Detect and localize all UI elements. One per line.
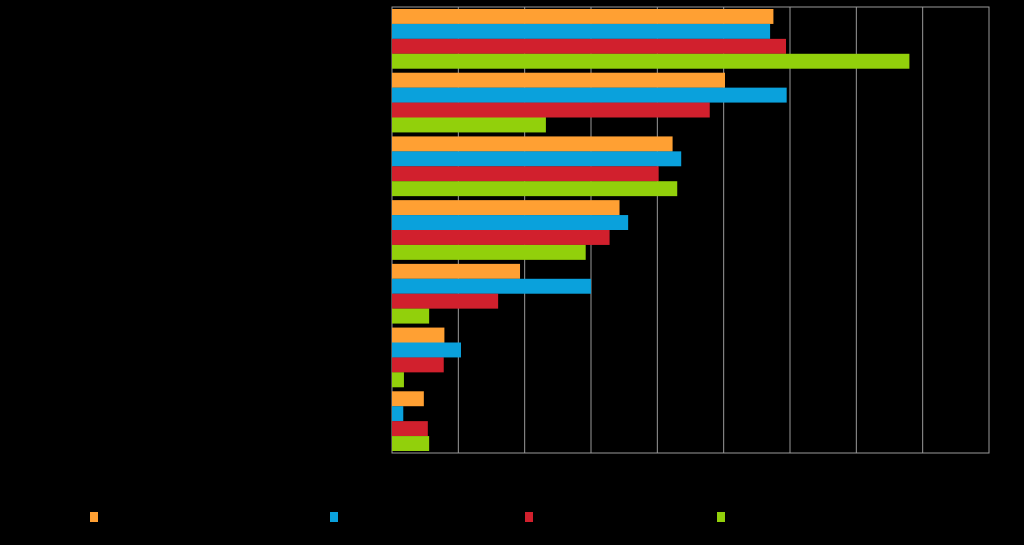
- bar-group-6-series-3: [392, 357, 444, 373]
- legend-swatch-green: [717, 512, 725, 522]
- bar-group-5-series-2: [392, 278, 591, 294]
- legend-item-series-1: [90, 512, 98, 522]
- bar-group-3-series-4: [392, 181, 678, 197]
- bar-group-5-series-1: [392, 263, 521, 279]
- bar-group-6-series-4: [392, 372, 404, 388]
- bar-group-5-series-3: [392, 293, 499, 309]
- bar-group-7-series-1: [392, 391, 424, 407]
- bar-group-1-series-3: [392, 38, 787, 54]
- bar-group-6-series-2: [392, 342, 461, 358]
- bar-group-4-series-4: [392, 244, 586, 260]
- bar-group-3-series-3: [392, 166, 659, 182]
- legend-item-series-2: [330, 512, 338, 522]
- bar-group-2-series-4: [392, 117, 546, 133]
- bar-group-2-series-1: [392, 72, 725, 88]
- bar-group-3-series-1: [392, 136, 673, 152]
- bar-group-2-series-2: [392, 87, 787, 103]
- bar-group-1-series-4: [392, 53, 910, 69]
- bar-group-5-series-4: [392, 308, 430, 324]
- bar-group-6-series-1: [392, 327, 445, 343]
- bar-group-7-series-4: [392, 436, 430, 451]
- legend-item-series-3: [525, 512, 533, 522]
- legend-swatch-red: [525, 512, 533, 522]
- bar-group-1-series-2: [392, 23, 771, 39]
- legend: [0, 512, 1024, 532]
- legend-swatch-blue: [330, 512, 338, 522]
- bar-group-7-series-3: [392, 421, 428, 437]
- legend-swatch-orange: [90, 512, 98, 522]
- bar-group-4-series-1: [392, 200, 620, 216]
- bar-group-2-series-3: [392, 102, 710, 118]
- bar-group-1-series-1: [392, 9, 774, 24]
- bar-group-4-series-2: [392, 215, 629, 230]
- bar-group-7-series-2: [392, 406, 404, 422]
- bar-group-4-series-3: [392, 230, 610, 245]
- bar-group-3-series-2: [392, 151, 682, 167]
- legend-item-series-4: [717, 512, 725, 522]
